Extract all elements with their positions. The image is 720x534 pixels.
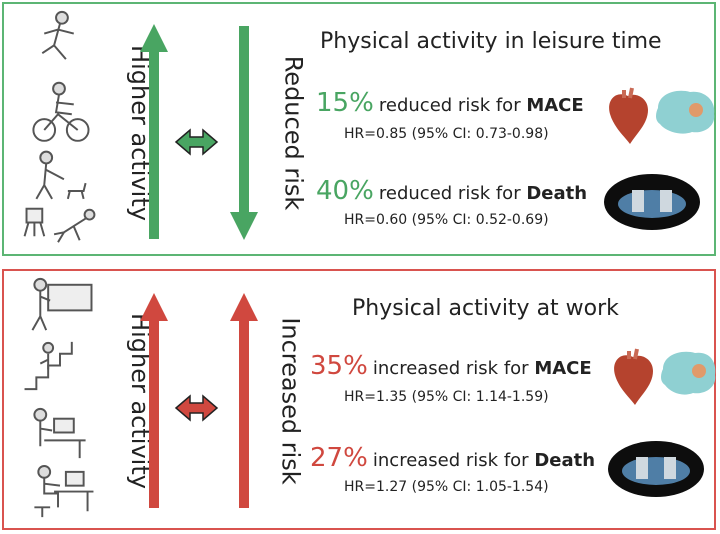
leisure-death-text: reduced risk for: [378, 183, 527, 204]
cycling-person-icon: [32, 81, 90, 142]
work-death-text: increased risk for: [372, 450, 535, 471]
carrying-box-person-icon: [31, 277, 93, 331]
work-figures: [24, 277, 94, 518]
seated-desk-person-icon: [34, 464, 94, 518]
work-death-hr: HR=1.27 (95% CI: 1.05-1.54): [344, 479, 549, 495]
work-arrows: [140, 293, 258, 508]
coffin-icon: [604, 174, 700, 230]
stair-climbing-person-icon: [24, 341, 73, 391]
down-arrow-icon: [230, 26, 258, 240]
leisure-title: Physical activity in leisure time: [320, 29, 662, 54]
work-death-percent: 27%: [310, 443, 368, 473]
work-mace-percent: 35%: [310, 351, 368, 381]
leisure-mace-stat: 15% reduced risk for MACE: [316, 88, 584, 118]
work-panel: Higher activity Increased risk Physical …: [2, 269, 716, 530]
reclining-person-icon: [23, 207, 96, 243]
leisure-death-percent: 40%: [316, 176, 374, 206]
dog-walking-person-icon: [35, 150, 87, 200]
leisure-arrows: [140, 24, 258, 240]
leisure-death-outcome: Death: [526, 183, 588, 204]
reduced-risk-label: Reduced risk: [279, 55, 308, 211]
up-arrow-icon: [230, 293, 258, 508]
leisure-panel: Higher activity Reduced risk Physical ac…: [2, 2, 716, 256]
standing-desk-person-icon: [33, 407, 86, 459]
work-mace-text: increased risk for: [372, 358, 535, 379]
double-arrow-icon: [174, 128, 219, 156]
heart-brain-icon: [609, 87, 715, 144]
up-arrow-icon: [140, 293, 168, 508]
leisure-mace-hr: HR=0.85 (95% CI: 0.73-0.98): [344, 126, 549, 142]
leisure-mace-percent: 15%: [316, 88, 374, 118]
work-death-stat: 27% increased risk for Death: [310, 443, 595, 473]
heart-brain-icon: [614, 348, 716, 405]
double-arrow-icon: [174, 394, 219, 422]
increased-risk-label: Increased risk: [276, 317, 305, 485]
leisure-death-hr: HR=0.60 (95% CI: 0.52-0.69): [344, 212, 549, 228]
leisure-mace-text: reduced risk for: [378, 95, 527, 116]
leisure-mace-outcome: MACE: [526, 95, 584, 116]
work-mace-stat: 35% increased risk for MACE: [310, 351, 592, 381]
work-death-outcome: Death: [534, 450, 596, 471]
work-mace-outcome: MACE: [534, 358, 592, 379]
leisure-death-stat: 40% reduced risk for Death: [316, 176, 587, 206]
coffin-icon: [608, 441, 704, 497]
running-person-icon: [41, 10, 75, 60]
work-mace-hr: HR=1.35 (95% CI: 1.14-1.59): [344, 389, 549, 405]
work-title: Physical activity at work: [352, 296, 619, 321]
leisure-figures: [23, 10, 96, 243]
up-arrow-icon: [140, 24, 168, 239]
